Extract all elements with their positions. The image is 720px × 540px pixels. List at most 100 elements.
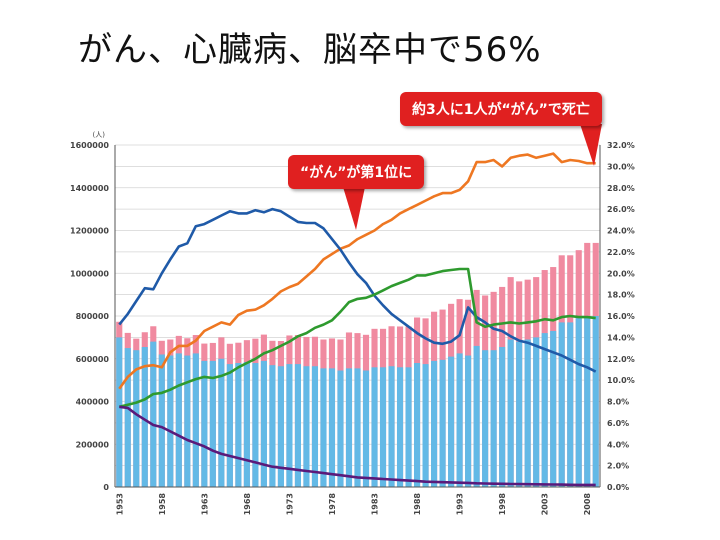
callout-arrows — [343, 124, 602, 230]
x-tick-label: 1978 — [328, 493, 337, 516]
y-left-tick-label: 600000 — [76, 355, 110, 364]
y-left-tick-label: 1000000 — [70, 269, 109, 278]
x-tick-label: 1958 — [158, 493, 167, 516]
bar — [184, 355, 191, 487]
bar — [388, 366, 395, 487]
bar — [269, 365, 276, 487]
bar — [516, 341, 523, 487]
bar — [379, 367, 387, 487]
bar — [192, 353, 199, 487]
bar — [252, 363, 259, 487]
series-line — [119, 405, 596, 487]
bar — [218, 358, 225, 487]
bar — [541, 333, 548, 487]
y-right-tick-label: 4.0% — [607, 440, 629, 449]
bar — [439, 359, 446, 487]
bar — [431, 360, 438, 487]
bar — [243, 361, 250, 487]
bar — [448, 356, 455, 487]
callout-2-arrow — [580, 124, 602, 166]
bar — [141, 346, 148, 487]
bar — [294, 364, 302, 487]
bar — [201, 360, 208, 487]
x-tick-label: 2008 — [583, 493, 592, 516]
bar — [337, 370, 344, 487]
bar — [209, 360, 216, 487]
bar — [371, 367, 378, 487]
bar — [465, 355, 472, 487]
bar — [150, 341, 157, 487]
bar — [396, 367, 404, 487]
bar — [550, 330, 557, 487]
bar — [354, 368, 361, 487]
bar — [260, 360, 267, 487]
series-line — [118, 152, 596, 390]
y-right-tick-label: 16.0% — [607, 312, 635, 321]
x-tick-label: 1993 — [456, 493, 465, 515]
x-tick-label: 1953 — [115, 493, 124, 515]
y-right-tick-label: 30.0% — [607, 162, 635, 171]
y-right-tick-label: 0.0% — [607, 483, 629, 492]
y-right-tick-label: 6.0% — [607, 419, 629, 428]
y-left-tick-label: 1400000 — [70, 184, 109, 193]
bar — [575, 318, 582, 487]
bar — [473, 345, 480, 487]
bar — [320, 368, 327, 487]
bar — [499, 346, 506, 487]
x-tick-label: 2003 — [541, 493, 550, 515]
bar — [507, 339, 514, 487]
bar — [158, 354, 165, 487]
y-left-tick-label: 800000 — [76, 312, 110, 321]
series-lines — [118, 152, 597, 487]
y-left-tick-label: 1600000 — [70, 141, 109, 150]
y-left-unit-label: (人) — [93, 131, 106, 139]
y-left-tick-label: 1200000 — [70, 227, 109, 236]
bar — [167, 355, 174, 487]
bar — [277, 366, 284, 487]
y-right-tick-label: 32.0% — [607, 141, 635, 150]
x-tick-label: 1998 — [498, 493, 507, 516]
y-left-tick-label: 200000 — [76, 440, 110, 449]
bar — [286, 364, 293, 487]
series-line — [118, 267, 596, 409]
x-tick-label: 1988 — [413, 493, 422, 516]
y-left-tick-label: 400000 — [76, 398, 110, 407]
y-right-tick-label: 8.0% — [607, 398, 629, 407]
bar — [303, 366, 310, 487]
y-right-tick-label: 14.0% — [607, 333, 635, 342]
y-right-tick-label: 26.0% — [607, 205, 635, 214]
y-right-tick-label: 10.0% — [607, 376, 635, 385]
bar — [124, 348, 131, 487]
bar — [133, 350, 140, 487]
bar — [524, 339, 531, 487]
bar — [405, 367, 412, 487]
x-tick-label: 1963 — [200, 493, 209, 515]
bar — [175, 353, 182, 487]
x-tick-label: 1983 — [371, 493, 380, 515]
y-left-tick-label: 0 — [103, 483, 109, 492]
bar — [533, 337, 540, 487]
y-right-tick-label: 22.0% — [607, 248, 635, 257]
bar — [456, 353, 463, 487]
bar — [345, 368, 353, 487]
bar — [226, 364, 233, 487]
y-right-tick-label: 20.0% — [607, 269, 635, 278]
y-right-tick-label: 2.0% — [607, 462, 629, 471]
y-right-tick-label: 28.0% — [607, 184, 635, 193]
y-right-tick-label: 24.0% — [607, 227, 635, 236]
bar — [116, 337, 123, 487]
y-right-tick-label: 18.0% — [607, 291, 635, 300]
bar — [490, 350, 497, 487]
bar — [235, 363, 242, 487]
callout-cancer-first: “がん”が第1位に — [288, 155, 425, 189]
bar — [362, 370, 370, 487]
bar — [584, 316, 591, 487]
bar — [413, 363, 421, 487]
series-line — [118, 207, 597, 373]
axes: 0.0% 2.0% 4.0% 6.0% 8.0% 10.0% 12.0% 14.0% 16.0%… — [70, 131, 635, 515]
x-tick-label: 1968 — [243, 493, 252, 516]
bar — [482, 350, 489, 487]
base-bars — [116, 316, 599, 487]
x-tick-label: 1973 — [285, 493, 294, 515]
